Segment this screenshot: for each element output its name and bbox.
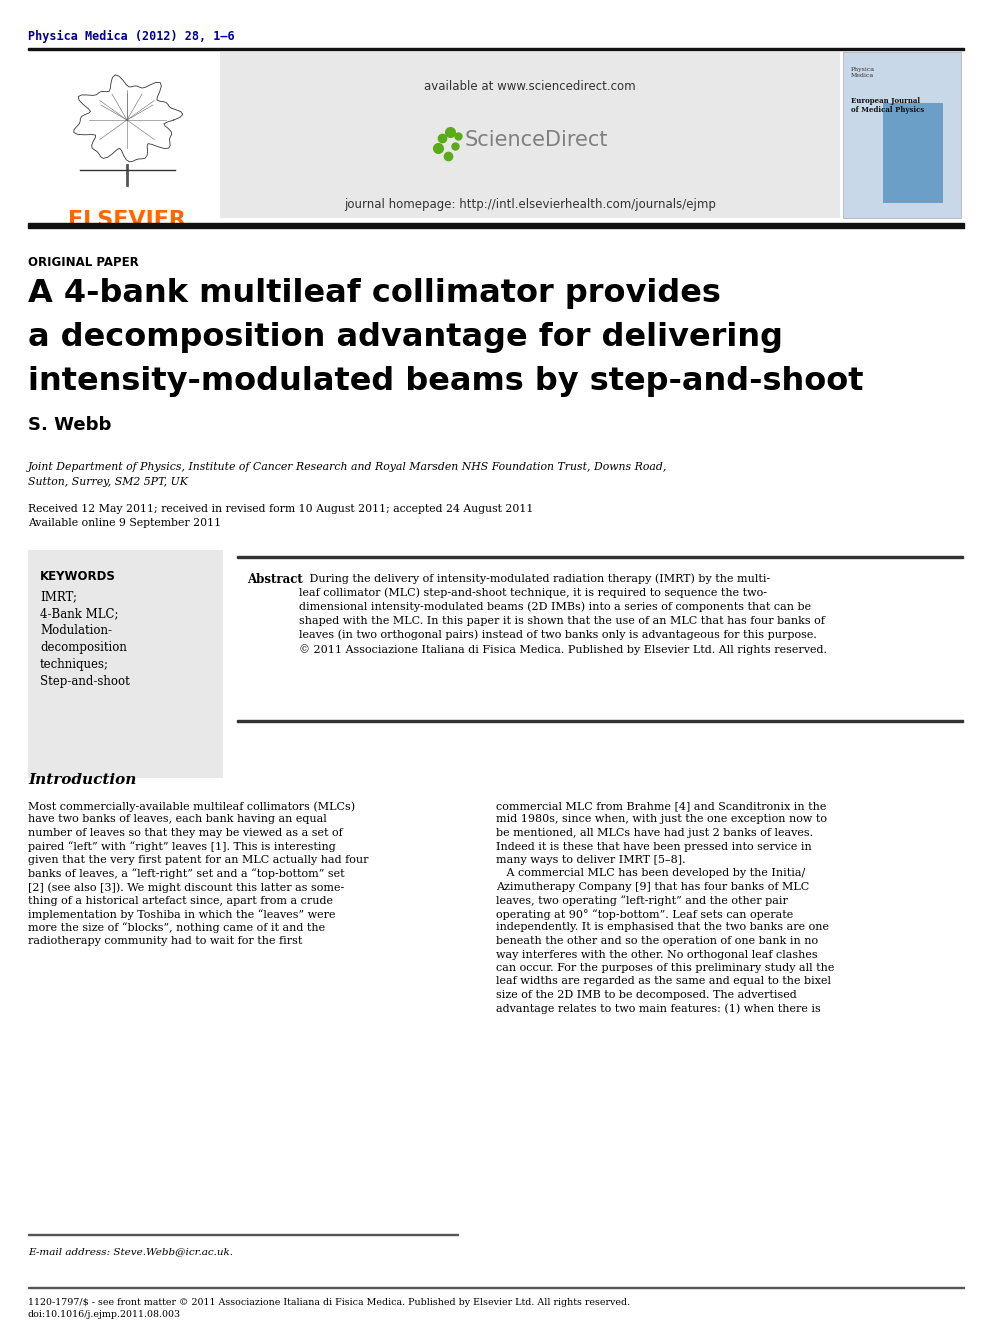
Text: Modulation-: Modulation-	[40, 624, 112, 636]
Text: have two banks of leaves, each bank having an equal: have two banks of leaves, each bank havi…	[28, 815, 326, 824]
Text: implementation by Toshiba in which the “leaves” were: implementation by Toshiba in which the “…	[28, 909, 335, 919]
Text: more the size of “blocks”, nothing came of it and the: more the size of “blocks”, nothing came …	[28, 922, 325, 933]
Bar	[220, 52, 840, 218]
Text: Physica Medica (2012) 28, 1–6: Physica Medica (2012) 28, 1–6	[28, 30, 235, 44]
Text: can occur. For the purposes of this preliminary study all the: can occur. For the purposes of this prel…	[496, 963, 834, 972]
Text: IMRT;: IMRT;	[40, 590, 77, 603]
Text: 1120-1797/$ - see front matter © 2011 Associazione Italiana di Fisica Medica. Pu: 1120-1797/$ - see front matter © 2011 As…	[28, 1298, 630, 1307]
Bar	[843, 52, 961, 218]
Text: A 4-bank multileaf collimator provides: A 4-bank multileaf collimator provides	[28, 278, 721, 310]
Text: Sutton, Surrey, SM2 5PT, UK: Sutton, Surrey, SM2 5PT, UK	[28, 478, 187, 487]
Bar	[50, 56, 200, 191]
Text: advantage relates to two main features: (1) when there is: advantage relates to two main features: …	[496, 1004, 820, 1013]
Text: available at www.sciencedirect.com: available at www.sciencedirect.com	[425, 79, 636, 93]
Text: size of the 2D IMB to be decomposed. The advertised: size of the 2D IMB to be decomposed. The…	[496, 990, 797, 1000]
Text: ScienceDirect: ScienceDirect	[465, 130, 608, 149]
Text: leaf widths are regarded as the same and equal to the bixel: leaf widths are regarded as the same and…	[496, 976, 831, 987]
Text: Introduction: Introduction	[28, 773, 136, 787]
Text: intensity-modulated beams by step-and-shoot: intensity-modulated beams by step-and-sh…	[28, 366, 863, 397]
Text: Most commercially-available multileaf collimators (MLCs): Most commercially-available multileaf co…	[28, 800, 355, 811]
Text: many ways to deliver IMRT [5–8].: many ways to deliver IMRT [5–8].	[496, 855, 685, 865]
Bar	[883, 103, 943, 202]
Bar	[237, 720, 963, 722]
Text: Step-and-shoot: Step-and-shoot	[40, 675, 130, 688]
Text: journal homepage: http://intl.elsevierhealth.com/journals/ejmp: journal homepage: http://intl.elsevierhe…	[344, 198, 716, 210]
Text: paired “left” with “right” leaves [1]. This is interesting: paired “left” with “right” leaves [1]. T…	[28, 841, 335, 852]
Text: Available online 9 September 2011: Available online 9 September 2011	[28, 519, 221, 528]
Text: beneath the other and so the operation of one bank in no: beneath the other and so the operation o…	[496, 935, 818, 946]
Text: techniques;: techniques;	[40, 658, 109, 671]
Text: mid 1980s, since when, with just the one exception now to: mid 1980s, since when, with just the one…	[496, 815, 827, 824]
Text: commercial MLC from Brahme [4] and Scanditronix in the: commercial MLC from Brahme [4] and Scand…	[496, 800, 826, 811]
Text: thing of a historical artefact since, apart from a crude: thing of a historical artefact since, ap…	[28, 896, 333, 905]
Text: Joint Department of Physics, Institute of Cancer Research and Royal Marsden NHS : Joint Department of Physics, Institute o…	[28, 462, 668, 472]
Text: leaves, two operating “left-right” and the other pair: leaves, two operating “left-right” and t…	[496, 896, 788, 906]
Bar	[28, 48, 964, 50]
Text: [2] (see also [3]). We might discount this latter as some-: [2] (see also [3]). We might discount th…	[28, 882, 344, 893]
Text: KEYWORDS: KEYWORDS	[40, 570, 116, 583]
Text: a decomposition advantage for delivering: a decomposition advantage for delivering	[28, 321, 783, 353]
Text: way interferes with the other. No orthogonal leaf clashes: way interferes with the other. No orthog…	[496, 950, 817, 959]
Text: Physica
Medica: Physica Medica	[851, 67, 875, 78]
Text: During the delivery of intensity-modulated radiation therapy (IMRT) by the multi: During the delivery of intensity-modulat…	[299, 573, 827, 655]
Text: 4-Bank MLC;: 4-Bank MLC;	[40, 607, 118, 620]
Text: A commercial MLC has been developed by the Initia/: A commercial MLC has been developed by t…	[496, 868, 806, 878]
Text: radiotherapy community had to wait for the first: radiotherapy community had to wait for t…	[28, 935, 303, 946]
Text: banks of leaves, a “left-right” set and a “top-bottom” set: banks of leaves, a “left-right” set and …	[28, 868, 344, 880]
Text: Indeed it is these that have been pressed into service in: Indeed it is these that have been presse…	[496, 841, 811, 852]
Text: be mentioned, all MLCs have had just 2 banks of leaves.: be mentioned, all MLCs have had just 2 b…	[496, 828, 813, 837]
Text: decomposition: decomposition	[40, 642, 127, 654]
Bar	[28, 550, 223, 778]
Text: ORIGINAL PAPER: ORIGINAL PAPER	[28, 255, 139, 269]
Text: number of leaves so that they may be viewed as a set of: number of leaves so that they may be vie…	[28, 828, 343, 837]
Text: Azimutherapy Company [9] that has four banks of MLC: Azimutherapy Company [9] that has four b…	[496, 882, 809, 892]
Text: Abstract: Abstract	[247, 573, 303, 586]
Bar	[28, 224, 964, 228]
Text: European Journal
of Medical Physics: European Journal of Medical Physics	[851, 97, 925, 114]
Text: doi:10.1016/j.ejmp.2011.08.003: doi:10.1016/j.ejmp.2011.08.003	[28, 1310, 182, 1319]
Text: Received 12 May 2011; received in revised form 10 August 2011; accepted 24 Augus: Received 12 May 2011; received in revise…	[28, 504, 534, 515]
Text: operating at 90° “top-bottom”. Leaf sets can operate: operating at 90° “top-bottom”. Leaf sets…	[496, 909, 794, 919]
Text: independently. It is emphasised that the two banks are one: independently. It is emphasised that the…	[496, 922, 829, 933]
Text: S. Webb: S. Webb	[28, 415, 111, 434]
Text: given that the very first patent for an MLC actually had four: given that the very first patent for an …	[28, 855, 368, 865]
Text: ELSEVIER: ELSEVIER	[68, 210, 186, 230]
Bar	[237, 556, 963, 558]
Text: E-mail address: Steve.Webb@icr.ac.uk.: E-mail address: Steve.Webb@icr.ac.uk.	[28, 1248, 233, 1256]
